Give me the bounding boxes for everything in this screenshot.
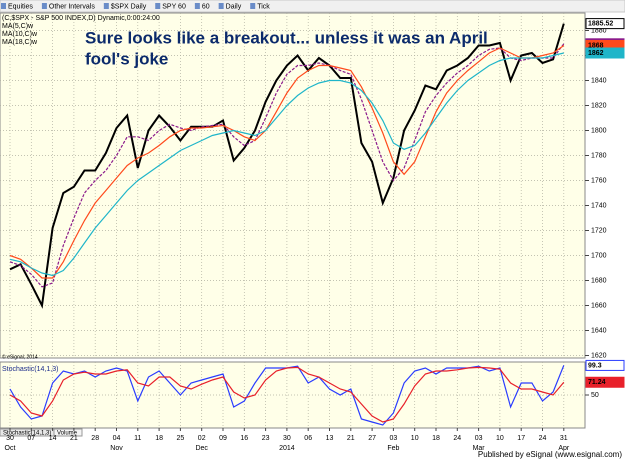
x-tick-label: 03 bbox=[475, 435, 483, 442]
annotation: Sure looks like a breakout... unless it … bbox=[85, 28, 488, 47]
x-tick-label: 18 bbox=[432, 435, 440, 442]
month-label: 2014 bbox=[279, 445, 295, 452]
price-box bbox=[585, 47, 625, 59]
y-tick-label: 1720 bbox=[591, 227, 607, 234]
toolbar-icon bbox=[194, 3, 200, 9]
x-tick-label: 13 bbox=[326, 435, 334, 442]
tab-label[interactable]: Stochastic(14,1,3) bbox=[3, 431, 51, 437]
stoch-title: Stochastic(14,1,3) bbox=[2, 366, 58, 373]
x-tick-label: 14 bbox=[49, 435, 57, 442]
series-line bbox=[9, 45, 565, 279]
x-tick-label: 09 bbox=[219, 435, 227, 442]
month-label: Dec bbox=[195, 445, 208, 452]
toolbar-icon bbox=[218, 3, 224, 9]
toolbar-item[interactable]: 60 bbox=[202, 3, 210, 10]
toolbar-icon bbox=[103, 3, 109, 9]
x-tick-label: 23 bbox=[262, 435, 270, 442]
y-tick-label: 1640 bbox=[591, 327, 607, 334]
chart-header: (C,$SPX - S&P 500 INDEX,D) Dynamic,0:00:… bbox=[2, 15, 160, 22]
y-tick-label: 1780 bbox=[591, 152, 607, 159]
x-tick-label: 28 bbox=[91, 435, 99, 442]
stochastic-panel bbox=[0, 361, 586, 429]
month-label: Mar bbox=[473, 445, 486, 452]
last-value-label: 71.24 bbox=[588, 379, 606, 386]
series-line bbox=[9, 366, 565, 423]
month-label: Nov bbox=[110, 445, 123, 452]
x-tick-label: 18 bbox=[155, 435, 163, 442]
legend-entry: MA(18,C)w bbox=[2, 39, 38, 46]
toolbar-item[interactable]: Other Intervals bbox=[49, 3, 95, 10]
toolbar-icon bbox=[41, 3, 47, 9]
toolbar-icon bbox=[250, 3, 256, 9]
y-tick-label: 1760 bbox=[591, 177, 607, 184]
series-line bbox=[9, 43, 565, 288]
y-tick-label: 1680 bbox=[591, 277, 607, 284]
tab-label[interactable]: Volume bbox=[57, 431, 78, 437]
month-label: Oct bbox=[5, 445, 16, 452]
copyright: © eSignal, 2014 bbox=[2, 353, 38, 360]
footer: Published by eSignal (www.esignal.com) bbox=[478, 450, 622, 459]
x-tick-label: 27 bbox=[368, 435, 376, 442]
toolbar-item[interactable]: SPY 60 bbox=[162, 3, 186, 10]
x-tick-label: 10 bbox=[411, 435, 419, 442]
last-value-label: 1885.52 bbox=[588, 20, 613, 27]
toolbar-item[interactable]: Daily bbox=[226, 3, 242, 10]
annotation: fool's joke bbox=[85, 49, 168, 68]
x-tick-label: 31 bbox=[560, 435, 568, 442]
x-tick-label: 04 bbox=[113, 435, 121, 442]
toolbar-item[interactable]: Equities bbox=[8, 3, 33, 10]
x-tick-label: 11 bbox=[134, 435, 141, 442]
y-tick-label: 50 bbox=[591, 392, 599, 399]
y-tick-label: 1740 bbox=[591, 202, 607, 209]
x-tick-label: 16 bbox=[240, 435, 248, 442]
legend-entry: MA(10,C)w bbox=[2, 31, 38, 38]
x-tick-label: 21 bbox=[70, 435, 78, 442]
x-tick-label: 07 bbox=[27, 435, 35, 442]
toolbar-items: Equities Other Intervals $SPX Daily SPY 60 6… bbox=[1, 3, 270, 10]
y-tick-label: 1880 bbox=[591, 27, 607, 34]
x-tick-label: 17 bbox=[517, 435, 525, 442]
x-tick-label: 21 bbox=[347, 435, 355, 442]
legend-entry: MA(5,C)w bbox=[2, 23, 34, 30]
x-tick-label: 24 bbox=[539, 435, 547, 442]
x-tick-label: 02 bbox=[198, 435, 206, 442]
month-label: Feb bbox=[387, 445, 399, 452]
toolbar-icon bbox=[155, 3, 161, 9]
x-tick-label: 03 bbox=[390, 435, 398, 442]
tab[interactable] bbox=[53, 428, 83, 437]
y-tick-label: 1700 bbox=[591, 252, 607, 259]
month-label: Apr bbox=[558, 445, 570, 452]
toolbar-item[interactable]: $SPX Daily bbox=[111, 3, 147, 10]
x-tick-label: 25 bbox=[177, 435, 185, 442]
last-value-label: 1862 bbox=[588, 50, 604, 57]
series-line bbox=[9, 52, 564, 277]
toolbar-icon bbox=[1, 3, 6, 9]
toolbar-item[interactable]: Tick bbox=[257, 3, 270, 10]
y-tick-label: 1660 bbox=[591, 302, 607, 309]
y-tick-label: 1800 bbox=[591, 127, 607, 134]
x-tick-label: 10 bbox=[496, 435, 504, 442]
x-tick-label: 30 bbox=[283, 435, 291, 442]
last-value-label: 99.3 bbox=[588, 362, 602, 369]
y-tick-label: 1840 bbox=[591, 77, 607, 84]
price-box bbox=[585, 18, 625, 30]
last-value-label: 1868 bbox=[588, 42, 604, 49]
x-tick-label: 30 bbox=[6, 435, 14, 442]
price-box bbox=[585, 359, 625, 371]
stoch-grid bbox=[0, 362, 585, 428]
x-tick-label: 24 bbox=[453, 435, 461, 442]
price-box bbox=[585, 376, 625, 388]
y-tick-label: 1620 bbox=[591, 352, 607, 359]
series-line bbox=[9, 23, 565, 309]
x-tick-label: 06 bbox=[304, 435, 312, 442]
price-panel bbox=[0, 12, 586, 359]
y-tick-label: 1820 bbox=[591, 102, 607, 109]
